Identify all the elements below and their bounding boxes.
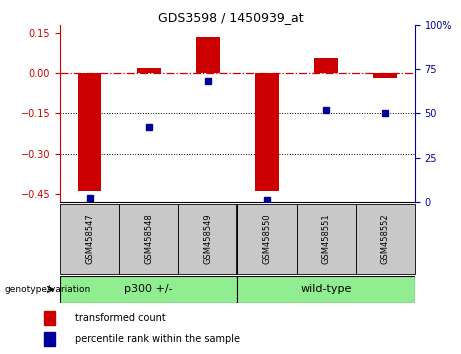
FancyBboxPatch shape [237, 204, 296, 274]
Text: percentile rank within the sample: percentile rank within the sample [75, 334, 240, 344]
Bar [255, 73, 279, 191]
FancyBboxPatch shape [356, 204, 415, 274]
Bar [196, 37, 219, 73]
Text: genotype/variation: genotype/variation [5, 285, 91, 294]
FancyBboxPatch shape [178, 204, 237, 274]
Text: wild-type: wild-type [301, 284, 352, 295]
Text: transformed count: transformed count [75, 313, 165, 323]
Text: GDS3598 / 1450939_at: GDS3598 / 1450939_at [158, 11, 303, 24]
Text: GSM458548: GSM458548 [144, 213, 153, 264]
Bar [44, 312, 55, 325]
Text: GSM458551: GSM458551 [322, 213, 331, 264]
Text: GSM458550: GSM458550 [262, 213, 272, 264]
Text: GSM458552: GSM458552 [381, 213, 390, 264]
Bar [314, 58, 338, 73]
FancyBboxPatch shape [60, 204, 119, 274]
Bar [44, 332, 55, 346]
Bar [77, 73, 101, 191]
FancyBboxPatch shape [119, 204, 178, 274]
Text: p300 +/-: p300 +/- [124, 284, 173, 295]
Text: GSM458549: GSM458549 [203, 213, 213, 264]
Bar [137, 68, 160, 73]
FancyBboxPatch shape [237, 276, 415, 303]
FancyBboxPatch shape [296, 204, 356, 274]
FancyBboxPatch shape [60, 276, 237, 303]
Text: GSM458547: GSM458547 [85, 213, 94, 264]
Bar [373, 73, 397, 79]
